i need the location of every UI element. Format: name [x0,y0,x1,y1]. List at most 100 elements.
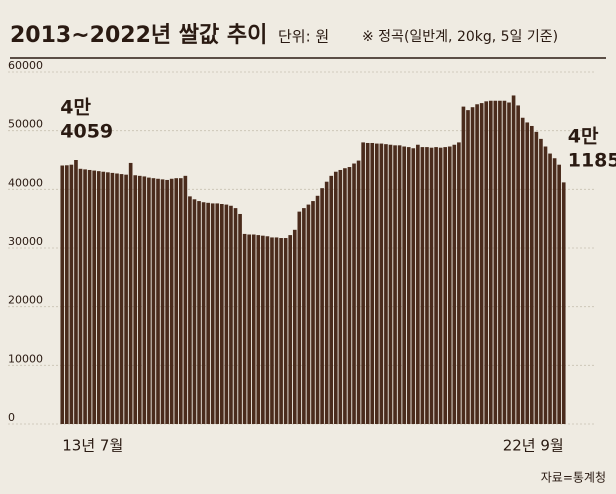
bar [452,144,457,424]
bar [279,238,283,424]
bar [101,171,106,424]
bar [507,102,511,425]
bar [256,235,261,424]
bar [83,169,87,424]
value-label: 4만 1185 [568,125,616,171]
bar [270,237,274,424]
bar [516,105,520,424]
y-tick-label: 10000 [8,352,43,365]
bar [119,174,124,424]
bar [374,143,379,424]
bar [379,143,384,424]
bar [543,146,548,425]
bar [393,145,397,425]
bar [106,172,110,424]
bar [329,175,334,424]
bar [133,175,138,424]
bar [525,122,530,424]
bar [529,125,534,425]
bar [124,174,128,424]
bar [160,179,165,424]
bar [115,173,119,424]
bar [411,148,416,424]
bar [484,101,489,424]
bar [229,205,233,424]
bar [520,117,525,424]
bar [65,165,69,424]
bar [156,178,160,424]
bar [165,179,169,424]
bar [438,147,443,424]
bar [183,175,188,424]
bar [511,95,516,424]
bar [475,104,479,425]
bar [429,147,434,424]
bar [238,213,242,424]
bar [261,235,265,424]
chart-note: ※ 정곡(일반계, 20kg, 5일 기준) [362,29,558,45]
bar [552,158,557,425]
bar [315,195,320,424]
bar [142,176,147,424]
bar [434,147,438,425]
value-label: 4만 4059 [60,96,113,142]
bar [147,177,151,424]
bar [247,234,252,424]
bar [324,181,329,424]
bar [384,144,388,424]
bar [188,196,192,424]
bar [292,229,297,424]
bar [493,100,498,424]
bar [402,146,406,425]
bar [215,203,220,424]
bar [178,178,183,424]
bar [352,163,356,424]
bar [370,142,375,424]
bar [265,236,270,424]
bar [192,199,197,424]
bar [320,188,324,424]
bar [557,164,561,424]
bar [561,182,566,424]
bar [169,178,174,424]
bar [470,107,475,424]
bar [151,178,156,424]
bar [128,162,133,424]
bar [60,165,65,424]
bar [137,175,142,424]
bar [96,171,101,424]
bar [443,147,448,425]
bar [220,204,224,424]
bar [498,100,502,424]
bar [242,233,247,424]
bar [174,178,179,424]
x-tick-label: 13년 7월 [62,437,123,455]
bar [74,160,78,424]
x-tick-label: 22년 9월 [503,437,564,455]
bar [197,201,201,424]
bar [201,202,206,424]
bar [488,100,493,424]
y-tick-label: 50000 [8,118,43,131]
bar [365,142,370,424]
bar [447,146,452,425]
bar [338,169,343,424]
bar [110,172,115,424]
bar [69,164,74,424]
bar [347,167,352,425]
bar [78,168,83,424]
bar [416,144,420,424]
bar [306,204,311,424]
bar [461,106,466,424]
bar [283,238,288,424]
y-tick-label: 0 [8,411,15,424]
bar [210,203,215,424]
y-tick-label: 20000 [8,294,43,307]
bar [206,202,210,424]
y-tick-label: 60000 [8,59,43,72]
bar [457,142,461,424]
bar [233,208,238,424]
bar [343,168,347,424]
